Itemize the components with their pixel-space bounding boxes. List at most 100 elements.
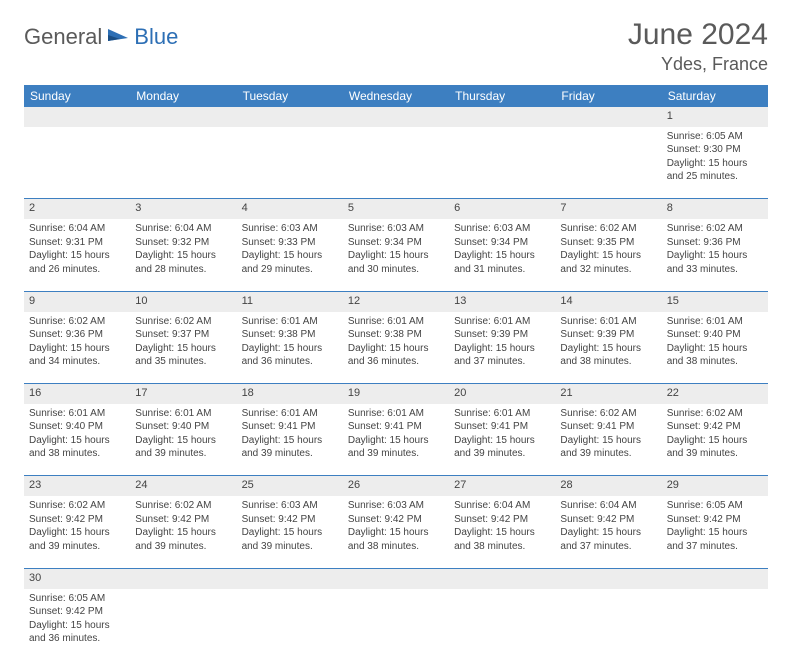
day-number: 16 [29, 386, 125, 401]
daylight-line: Daylight: 15 hours and 39 minutes. [667, 434, 763, 461]
daynum-cell: 18 [237, 384, 343, 404]
daylight-line: Daylight: 15 hours and 30 minutes. [348, 249, 444, 276]
sunset-line: Sunset: 9:40 PM [135, 420, 231, 434]
day-cell: Sunrise: 6:03 AMSunset: 9:33 PMDaylight:… [237, 219, 343, 291]
daylight-line: Daylight: 15 hours and 33 minutes. [667, 249, 763, 276]
sunset-line: Sunset: 9:34 PM [454, 236, 550, 250]
daynum-cell [130, 568, 236, 588]
sunrise-line: Sunrise: 6:02 AM [560, 222, 656, 236]
daynum-cell: 3 [130, 199, 236, 219]
day-cell: Sunrise: 6:04 AMSunset: 9:42 PMDaylight:… [449, 496, 555, 568]
daynum-row: 1 [24, 107, 768, 127]
daynum-cell [555, 107, 661, 127]
daynum-row: 30 [24, 568, 768, 588]
week-row: Sunrise: 6:04 AMSunset: 9:31 PMDaylight:… [24, 219, 768, 291]
day-number: 6 [454, 201, 550, 216]
sunrise-line: Sunrise: 6:01 AM [135, 407, 231, 421]
sunrise-line: Sunrise: 6:01 AM [667, 315, 763, 329]
day-cell: Sunrise: 6:02 AMSunset: 9:42 PMDaylight:… [662, 404, 768, 476]
day-number: 11 [242, 294, 338, 309]
sunrise-line: Sunrise: 6:05 AM [667, 130, 763, 144]
daynum-cell [662, 568, 768, 588]
daylight-line: Daylight: 15 hours and 31 minutes. [454, 249, 550, 276]
week-row: Sunrise: 6:05 AMSunset: 9:42 PMDaylight:… [24, 589, 768, 661]
col-saturday: Saturday [662, 85, 768, 107]
sunset-line: Sunset: 9:41 PM [454, 420, 550, 434]
daynum-cell: 6 [449, 199, 555, 219]
day-cell: Sunrise: 6:01 AMSunset: 9:41 PMDaylight:… [343, 404, 449, 476]
daylight-line: Daylight: 15 hours and 39 minutes. [242, 526, 338, 553]
daynum-cell [237, 568, 343, 588]
daylight-line: Daylight: 15 hours and 39 minutes. [348, 434, 444, 461]
daylight-line: Daylight: 15 hours and 37 minutes. [560, 526, 656, 553]
daylight-line: Daylight: 15 hours and 36 minutes. [242, 342, 338, 369]
daynum-cell: 25 [237, 476, 343, 496]
daynum-cell: 2 [24, 199, 130, 219]
daynum-cell: 23 [24, 476, 130, 496]
day-cell [24, 127, 130, 199]
sunset-line: Sunset: 9:41 PM [242, 420, 338, 434]
daynum-cell [449, 568, 555, 588]
day-cell [343, 127, 449, 199]
header-row: Sunday Monday Tuesday Wednesday Thursday… [24, 85, 768, 107]
sunrise-line: Sunrise: 6:02 AM [667, 407, 763, 421]
day-cell: Sunrise: 6:02 AMSunset: 9:36 PMDaylight:… [662, 219, 768, 291]
sunset-line: Sunset: 9:42 PM [348, 513, 444, 527]
sunrise-line: Sunrise: 6:04 AM [29, 222, 125, 236]
day-number: 3 [135, 201, 231, 216]
daynum-cell: 21 [555, 384, 661, 404]
header: General Blue June 2024 Ydes, France [24, 18, 768, 75]
day-cell [449, 589, 555, 661]
col-friday: Friday [555, 85, 661, 107]
day-number: 20 [454, 386, 550, 401]
daynum-cell: 26 [343, 476, 449, 496]
sunset-line: Sunset: 9:35 PM [560, 236, 656, 250]
daylight-line: Daylight: 15 hours and 39 minutes. [135, 434, 231, 461]
sunrise-line: Sunrise: 6:02 AM [560, 407, 656, 421]
daynum-cell: 4 [237, 199, 343, 219]
day-cell: Sunrise: 6:01 AMSunset: 9:40 PMDaylight:… [24, 404, 130, 476]
sunrise-line: Sunrise: 6:01 AM [348, 315, 444, 329]
day-cell: Sunrise: 6:05 AMSunset: 9:30 PMDaylight:… [662, 127, 768, 199]
daylight-line: Daylight: 15 hours and 39 minutes. [135, 526, 231, 553]
day-number: 8 [667, 201, 763, 216]
sunrise-line: Sunrise: 6:03 AM [454, 222, 550, 236]
daylight-line: Daylight: 15 hours and 37 minutes. [454, 342, 550, 369]
calendar-table: Sunday Monday Tuesday Wednesday Thursday… [24, 85, 768, 661]
sunset-line: Sunset: 9:41 PM [348, 420, 444, 434]
daylight-line: Daylight: 15 hours and 25 minutes. [667, 157, 763, 184]
daynum-cell: 27 [449, 476, 555, 496]
daynum-cell: 29 [662, 476, 768, 496]
sunrise-line: Sunrise: 6:04 AM [135, 222, 231, 236]
day-cell: Sunrise: 6:03 AMSunset: 9:34 PMDaylight:… [449, 219, 555, 291]
daynum-row: 23242526272829 [24, 476, 768, 496]
daylight-line: Daylight: 15 hours and 39 minutes. [29, 526, 125, 553]
day-cell [237, 589, 343, 661]
day-cell: Sunrise: 6:04 AMSunset: 9:42 PMDaylight:… [555, 496, 661, 568]
day-cell [237, 127, 343, 199]
day-number: 18 [242, 386, 338, 401]
sunrise-line: Sunrise: 6:03 AM [348, 222, 444, 236]
logo-text-blue: Blue [134, 24, 178, 50]
day-cell: Sunrise: 6:01 AMSunset: 9:39 PMDaylight:… [449, 312, 555, 384]
daynum-cell: 30 [24, 568, 130, 588]
sunrise-line: Sunrise: 6:01 AM [454, 407, 550, 421]
day-cell [130, 127, 236, 199]
sunset-line: Sunset: 9:38 PM [242, 328, 338, 342]
sunset-line: Sunset: 9:30 PM [667, 143, 763, 157]
day-number: 26 [348, 478, 444, 493]
day-number: 22 [667, 386, 763, 401]
daylight-line: Daylight: 15 hours and 36 minutes. [348, 342, 444, 369]
sunset-line: Sunset: 9:42 PM [667, 513, 763, 527]
day-cell: Sunrise: 6:02 AMSunset: 9:41 PMDaylight:… [555, 404, 661, 476]
day-number: 19 [348, 386, 444, 401]
sunrise-line: Sunrise: 6:01 AM [242, 315, 338, 329]
day-number: 12 [348, 294, 444, 309]
daynum-cell: 24 [130, 476, 236, 496]
day-number: 29 [667, 478, 763, 493]
day-cell: Sunrise: 6:01 AMSunset: 9:39 PMDaylight:… [555, 312, 661, 384]
sunset-line: Sunset: 9:31 PM [29, 236, 125, 250]
daynum-cell [343, 107, 449, 127]
daynum-cell: 9 [24, 291, 130, 311]
sunrise-line: Sunrise: 6:01 AM [560, 315, 656, 329]
